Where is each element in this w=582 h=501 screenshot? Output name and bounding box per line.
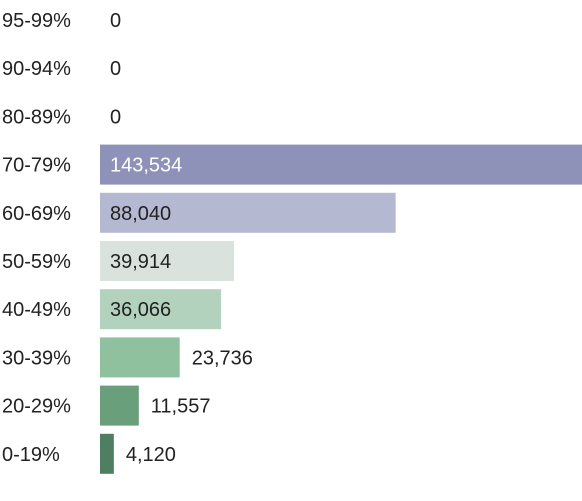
- value-label: 143,534: [110, 155, 182, 177]
- category-label: 90-94%: [2, 58, 71, 80]
- bar: [100, 144, 582, 185]
- value-label: 4,120: [126, 444, 176, 466]
- category-label: 40-49%: [2, 299, 71, 321]
- bar: [100, 433, 114, 474]
- value-label: 11,557: [151, 396, 211, 418]
- category-label: 30-39%: [2, 347, 71, 369]
- value-label: 36,066: [110, 299, 171, 321]
- category-label: 95-99%: [2, 10, 71, 32]
- category-label: 20-29%: [2, 396, 71, 418]
- category-label: 70-79%: [2, 155, 71, 177]
- value-label: 0: [110, 10, 121, 32]
- value-label: 0: [110, 106, 121, 128]
- category-label: 60-69%: [2, 203, 71, 225]
- bar: [100, 385, 139, 426]
- value-label: 23,736: [192, 347, 253, 369]
- category-label: 0-19%: [2, 444, 60, 466]
- category-label: 80-89%: [2, 106, 71, 128]
- bar: [100, 192, 396, 233]
- bar: [100, 241, 235, 281]
- value-label: 39,914: [110, 251, 171, 273]
- value-label: 88,040: [110, 203, 171, 225]
- bar: [100, 289, 222, 330]
- bar: [100, 337, 180, 378]
- value-label: 0: [110, 58, 121, 80]
- category-label: 50-59%: [2, 251, 71, 273]
